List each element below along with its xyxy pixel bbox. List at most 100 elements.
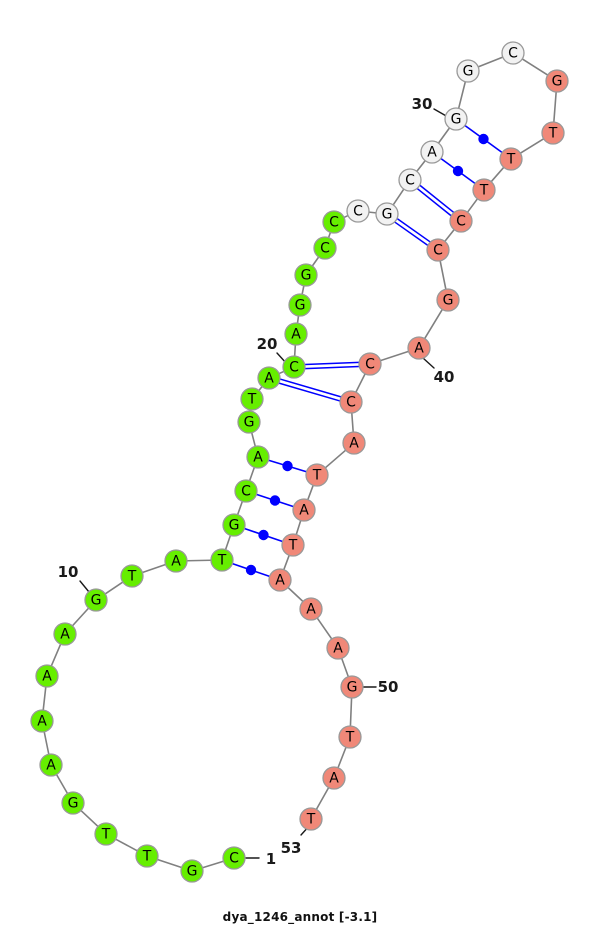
base-node[interactable]: C (346, 199, 370, 223)
base-node[interactable]: C (426, 238, 450, 262)
base-node[interactable]: C (358, 352, 382, 376)
base-node[interactable]: T (299, 807, 323, 831)
base-node[interactable]: A (246, 445, 270, 469)
base-node[interactable]: G (180, 859, 204, 883)
base-node[interactable]: A (284, 322, 308, 346)
base-node-circle[interactable] (322, 766, 346, 790)
base-node[interactable]: C (222, 846, 246, 870)
base-node-circle[interactable] (288, 293, 312, 317)
base-node[interactable]: T (472, 178, 496, 202)
base-node[interactable]: T (305, 463, 329, 487)
base-node[interactable]: G (436, 288, 460, 312)
base-node[interactable]: A (35, 664, 59, 688)
base-node[interactable]: A (326, 636, 350, 660)
base-node-circle[interactable] (499, 147, 523, 171)
base-node-circle[interactable] (338, 725, 362, 749)
base-node-circle[interactable] (339, 390, 363, 414)
base-node[interactable]: G (237, 410, 261, 434)
base-node-circle[interactable] (449, 209, 473, 233)
base-node-circle[interactable] (281, 533, 305, 557)
base-node-circle[interactable] (257, 366, 281, 390)
base-node[interactable]: A (39, 753, 63, 777)
base-node-circle[interactable] (299, 807, 323, 831)
base-node[interactable]: A (53, 622, 77, 646)
base-node-circle[interactable] (292, 498, 316, 522)
base-node-circle[interactable] (35, 664, 59, 688)
base-node[interactable]: C (234, 479, 258, 503)
base-node[interactable]: G (340, 675, 364, 699)
base-node[interactable]: A (268, 568, 292, 592)
base-node[interactable]: A (342, 431, 366, 455)
base-node-circle[interactable] (240, 387, 264, 411)
base-node-circle[interactable] (305, 463, 329, 487)
base-node[interactable]: A (30, 709, 54, 733)
base-node-circle[interactable] (541, 121, 565, 145)
base-node-circle[interactable] (284, 322, 308, 346)
base-node[interactable]: G (444, 107, 468, 131)
base-node-circle[interactable] (326, 636, 350, 660)
base-node-circle[interactable] (436, 288, 460, 312)
base-node[interactable]: G (545, 69, 569, 93)
base-node-circle[interactable] (358, 352, 382, 376)
base-node-circle[interactable] (420, 140, 444, 164)
base-node[interactable]: T (135, 844, 159, 868)
base-node[interactable]: C (322, 210, 346, 234)
base-node[interactable]: C (313, 236, 337, 260)
base-node[interactable]: A (322, 766, 346, 790)
base-node[interactable]: T (120, 564, 144, 588)
base-node[interactable]: T (240, 387, 264, 411)
base-node-circle[interactable] (246, 445, 270, 469)
base-node-circle[interactable] (282, 355, 306, 379)
base-node-circle[interactable] (39, 753, 63, 777)
base-node-circle[interactable] (375, 202, 399, 226)
base-node[interactable]: G (222, 513, 246, 537)
base-node[interactable]: T (338, 725, 362, 749)
base-node-circle[interactable] (135, 844, 159, 868)
base-node[interactable]: G (375, 202, 399, 226)
base-node-circle[interactable] (299, 597, 323, 621)
base-node[interactable]: G (61, 791, 85, 815)
base-node-circle[interactable] (180, 859, 204, 883)
base-node-circle[interactable] (222, 513, 246, 537)
base-node-circle[interactable] (322, 210, 346, 234)
base-node-circle[interactable] (545, 69, 569, 93)
base-node-circle[interactable] (342, 431, 366, 455)
base-node-circle[interactable] (84, 588, 108, 612)
base-node-circle[interactable] (120, 564, 144, 588)
base-node[interactable]: T (499, 147, 523, 171)
base-node-circle[interactable] (30, 709, 54, 733)
base-node-circle[interactable] (222, 846, 246, 870)
base-node-circle[interactable] (61, 791, 85, 815)
base-node-circle[interactable] (407, 336, 431, 360)
base-node[interactable]: A (292, 498, 316, 522)
base-node[interactable]: T (210, 548, 234, 572)
base-node-circle[interactable] (472, 178, 496, 202)
base-node[interactable]: T (94, 822, 118, 846)
base-node[interactable]: T (541, 121, 565, 145)
base-node-circle[interactable] (294, 263, 318, 287)
base-node[interactable]: A (257, 366, 281, 390)
base-node-circle[interactable] (94, 822, 118, 846)
base-node[interactable]: A (407, 336, 431, 360)
base-node-circle[interactable] (313, 236, 337, 260)
base-node[interactable]: C (398, 168, 422, 192)
base-node[interactable]: C (339, 390, 363, 414)
base-node-circle[interactable] (346, 199, 370, 223)
base-node-circle[interactable] (237, 410, 261, 434)
base-node-circle[interactable] (210, 548, 234, 572)
base-node-circle[interactable] (456, 59, 480, 83)
base-node-circle[interactable] (501, 41, 525, 65)
base-node-circle[interactable] (164, 549, 188, 573)
base-node[interactable]: C (282, 355, 306, 379)
base-node[interactable]: A (299, 597, 323, 621)
base-node[interactable]: G (288, 293, 312, 317)
base-node[interactable]: A (420, 140, 444, 164)
base-node[interactable]: C (449, 209, 473, 233)
base-node-circle[interactable] (268, 568, 292, 592)
base-node-circle[interactable] (340, 675, 364, 699)
base-node[interactable]: C (501, 41, 525, 65)
base-node-circle[interactable] (53, 622, 77, 646)
base-node[interactable]: T (281, 533, 305, 557)
base-node[interactable]: A (164, 549, 188, 573)
base-node[interactable]: G (84, 588, 108, 612)
